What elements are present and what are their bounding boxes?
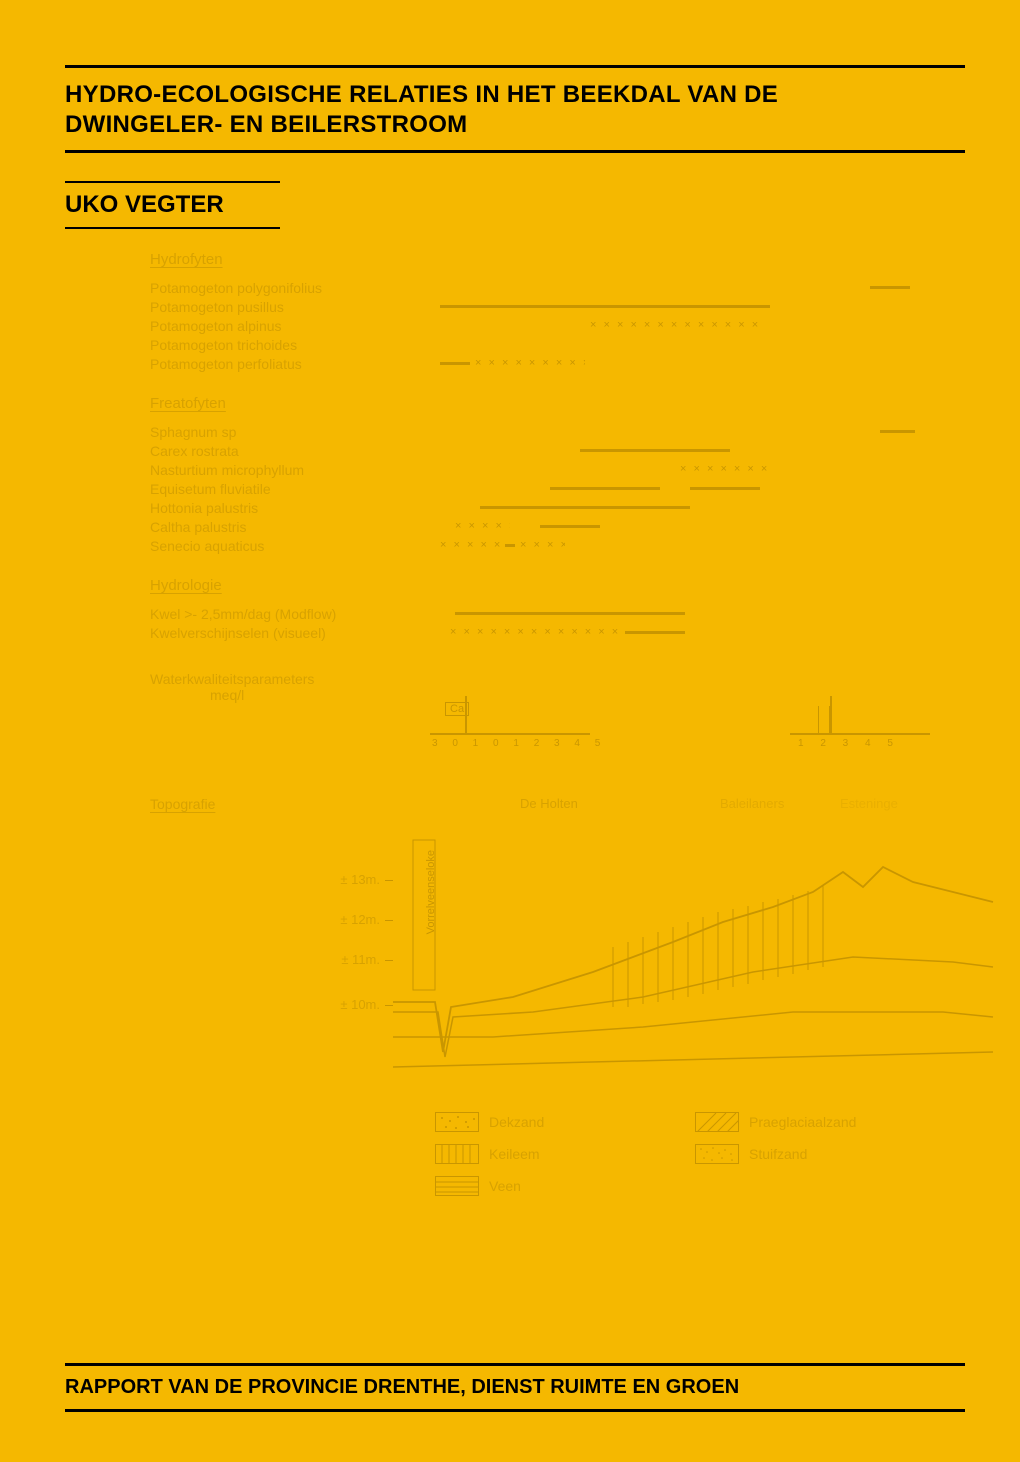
species-bars — [410, 422, 950, 441]
title-line-1: HYDRO-ECOLOGISCHE RELATIES IN HET BEEKDA… — [65, 81, 778, 108]
legend-dekzand: Dekzand — [435, 1112, 675, 1132]
occurrence-bar: × × × × × × × × × × × × × × × × × × — [440, 542, 500, 548]
species-label: Potamogeton alpinus — [150, 318, 410, 334]
species-bars — [410, 604, 950, 623]
species-row: Sphagnum sp — [150, 422, 965, 441]
species-label: Carex rostrata — [150, 443, 410, 459]
hydrofyten-block: Hydrofyten Potamogeton polygonifolius Pot… — [150, 251, 965, 373]
water-quality-charts: Ca 3 0 1 0 1 2 3 4 5 1 2 3 4 5 — [410, 696, 950, 766]
location-2: Baleilaners — [720, 796, 840, 812]
species-label: Equisetum fluviatile — [150, 481, 410, 497]
occurrence-bar: × × × × × × × × × × × × × × × × × × — [450, 629, 620, 635]
occurrence-bar — [480, 506, 690, 509]
occurrence-bar: × × × × × × × × × × × × × × × × × × — [520, 542, 565, 548]
occurrence-bar — [870, 286, 910, 289]
species-label: Caltha palustris — [150, 519, 410, 535]
species-label: Kwel >- 2,5mm/dag (Modflow) — [150, 606, 410, 622]
occurrence-bar — [505, 544, 515, 547]
species-bars: × × × × × × × × × × × × × × × × × × — [410, 460, 950, 479]
species-row: Senecio aquaticus× × × × × × × × × × × ×… — [150, 536, 965, 555]
species-label: Potamogeton trichoides — [150, 337, 410, 353]
legend-stuifzand: Stuifzand — [695, 1144, 935, 1164]
species-label: Sphagnum sp — [150, 424, 410, 440]
occurrence-bar: × × × × × × × × × × × × × × × × × × — [590, 322, 760, 328]
species-label: Potamogeton pusillus — [150, 299, 410, 315]
footer-text: RAPPORT VAN DE PROVINCIE DRENTHE, DIENST… — [65, 1366, 965, 1409]
freatofyten-block: Freatofyten Sphagnum spCarex rostrataNas… — [150, 395, 965, 555]
species-row: Carex rostrata — [150, 441, 965, 460]
species-bars — [410, 498, 950, 517]
species-bars: × × × × × × × × × × × × × × × × × × — [410, 623, 950, 642]
freatofyten-heading: Freatofyten — [150, 395, 965, 412]
species-label: Hottonia palustris — [150, 500, 410, 516]
occurrence-bar — [540, 525, 600, 528]
species-bars — [410, 479, 950, 498]
rule-footer-bottom — [65, 1409, 965, 1412]
species-label: Nasturtium microphyllum — [150, 462, 410, 478]
species-label: Potamogeton perfoliatus — [150, 356, 410, 372]
occurrence-bar — [550, 487, 660, 490]
species-bars: × × × × × × × × × × × × × × × × × × — [410, 517, 950, 536]
occurrence-bar — [440, 305, 770, 308]
report-cover: HYDRO-ECOLOGISCHE RELATIES IN HET BEEKDA… — [65, 65, 965, 1196]
species-row: Equisetum fluviatile — [150, 479, 965, 498]
legend-praeglaciaalzand: Praeglaciaalzand — [695, 1112, 935, 1132]
topografie-row: Topografie De Holten Baleilaners Estenin… — [150, 796, 965, 812]
species-bars — [410, 441, 950, 460]
species-bars — [410, 335, 950, 354]
species-label: Potamogeton polygonifolius — [150, 280, 410, 296]
title-line-2: DWINGELER- EN BEILERSTROOM — [65, 111, 467, 138]
legend-keileem: Keileem — [435, 1144, 675, 1164]
occurrence-bar — [690, 487, 760, 490]
cross-section-svg — [393, 812, 1013, 1092]
cross-section-diagram: ± 13m. ± 12m. ± 11m. ± 10m. Vorrelveense… — [325, 812, 1005, 1092]
hydrofyten-heading: Hydrofyten — [150, 251, 965, 268]
species-row: Potamogeton trichoides — [150, 335, 965, 354]
occurrence-bar — [440, 362, 470, 365]
species-row: Caltha palustris × × × × × × × × × × × × … — [150, 517, 965, 536]
hydrologie-block: Hydrologie Kwel >- 2,5mm/dag (Modflow)Kw… — [150, 577, 965, 642]
species-bars — [410, 297, 950, 316]
author-name: UKO VEGTER — [65, 183, 965, 227]
species-row: Potamogeton perfoliatus × × × × × × × × ×… — [150, 354, 965, 373]
species-row: Potamogeton pusillus — [150, 297, 965, 316]
species-bars — [410, 278, 950, 297]
occurrence-bar — [455, 612, 685, 615]
occurrence-bar: × × × × × × × × × × × × × × × × × × — [680, 466, 770, 472]
location-1: De Holten — [520, 796, 720, 812]
legend: Dekzand Praeglaciaalzand Keileem Stuifza… — [435, 1112, 965, 1196]
location-3: Esteninge — [840, 796, 898, 812]
species-row: Potamogeton polygonifolius — [150, 278, 965, 297]
occurrence-bar — [580, 449, 730, 452]
species-row: Hottonia palustris — [150, 498, 965, 517]
footer: RAPPORT VAN DE PROVINCIE DRENTHE, DIENST… — [65, 1363, 965, 1412]
species-bars: × × × × × × × × × × × × × × × × × × × × ×… — [410, 536, 950, 555]
species-label: Kwelverschijnselen (visueel) — [150, 625, 410, 641]
hydrologie-heading: Hydrologie — [150, 577, 965, 594]
species-row: Potamogeton alpinus × × × × × × × × × × ×… — [150, 316, 965, 335]
occurrence-bar — [880, 430, 915, 433]
species-row: Kwelverschijnselen (visueel) × × × × × × … — [150, 623, 965, 642]
occurrence-bar — [625, 631, 685, 634]
species-label: Senecio aquaticus — [150, 538, 410, 554]
species-row: Kwel >- 2,5mm/dag (Modflow) — [150, 604, 965, 623]
waterkwaliteit-block: Waterkwaliteitsparameters meq/l — [150, 677, 965, 696]
species-bars: × × × × × × × × × × × × × × × × × × — [410, 354, 950, 373]
species-bars: × × × × × × × × × × × × × × × × × × — [410, 316, 950, 335]
report-title: HYDRO-ECOLOGISCHE RELATIES IN HET BEEKDA… — [65, 68, 965, 150]
occurrence-bar: × × × × × × × × × × × × × × × × × × — [455, 523, 510, 529]
waterkwaliteit-label: Waterkwaliteitsparameters meq/l — [150, 671, 410, 703]
rule-under-author — [65, 227, 280, 229]
legend-veen: Veen — [435, 1176, 675, 1196]
occurrence-bar: × × × × × × × × × × × × × × × × × × — [475, 360, 585, 366]
species-row: Nasturtium microphyllum × × × × × × × × ×… — [150, 460, 965, 479]
topografie-heading: Topografie — [150, 796, 410, 812]
